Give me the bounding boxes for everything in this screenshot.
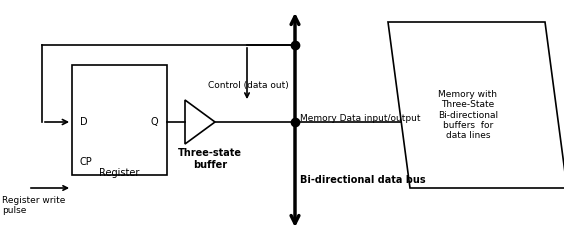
Text: Memory with
Three-State
Bi-directional
buffers  for
data lines: Memory with Three-State Bi-directional b… bbox=[438, 90, 498, 140]
Text: Register write
pulse: Register write pulse bbox=[2, 196, 65, 215]
Text: Control (data out): Control (data out) bbox=[208, 81, 289, 90]
Polygon shape bbox=[185, 100, 215, 144]
Text: Three-state: Three-state bbox=[178, 148, 242, 158]
Text: Bi-directional data bus: Bi-directional data bus bbox=[300, 175, 426, 185]
Text: CP: CP bbox=[80, 157, 92, 167]
Text: D: D bbox=[80, 117, 87, 127]
Text: Register: Register bbox=[99, 168, 139, 178]
Text: Memory Data input/output: Memory Data input/output bbox=[300, 114, 421, 123]
Polygon shape bbox=[388, 22, 564, 188]
Text: Q: Q bbox=[151, 117, 158, 127]
Text: buffer: buffer bbox=[193, 160, 227, 170]
Bar bbox=[72, 65, 167, 175]
